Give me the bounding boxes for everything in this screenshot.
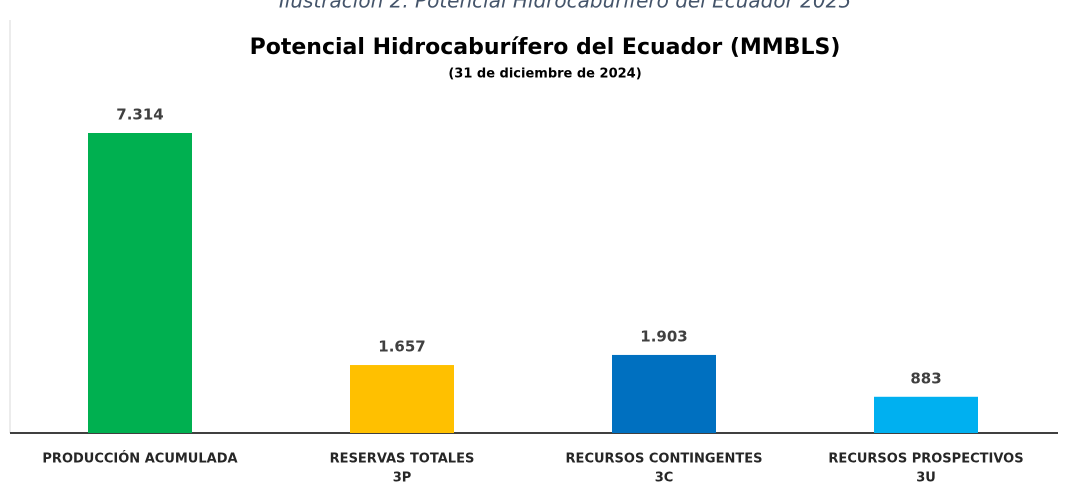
caption: Ilustración 2. Potencial Hidrocaburífero… bbox=[279, 0, 851, 13]
x-tick-label: RESERVAS TOTALES bbox=[330, 452, 475, 467]
x-tick-label: 3P bbox=[393, 471, 412, 486]
x-tick-label: RECURSOS PROSPECTIVOS bbox=[828, 452, 1023, 467]
data-label: 7.314 bbox=[116, 106, 163, 124]
data-label: 1.657 bbox=[378, 338, 425, 356]
data-label: 883 bbox=[910, 369, 941, 387]
bar bbox=[350, 365, 454, 433]
bar bbox=[88, 133, 192, 433]
bar bbox=[612, 354, 716, 433]
x-tick-label: RECURSOS CONTINGENTES bbox=[566, 452, 763, 467]
bar bbox=[874, 396, 978, 433]
x-tick-label: 3C bbox=[655, 471, 674, 486]
x-tick-label: PRODUCCIÓN ACUMULADA bbox=[42, 451, 237, 467]
data-label: 1.903 bbox=[640, 327, 687, 345]
chart-title: Potencial Hidrocaburífero del Ecuador (M… bbox=[250, 35, 841, 60]
chart-subtitle: (31 de diciembre de 2024) bbox=[448, 67, 641, 82]
x-tick-label: 3U bbox=[916, 471, 936, 486]
